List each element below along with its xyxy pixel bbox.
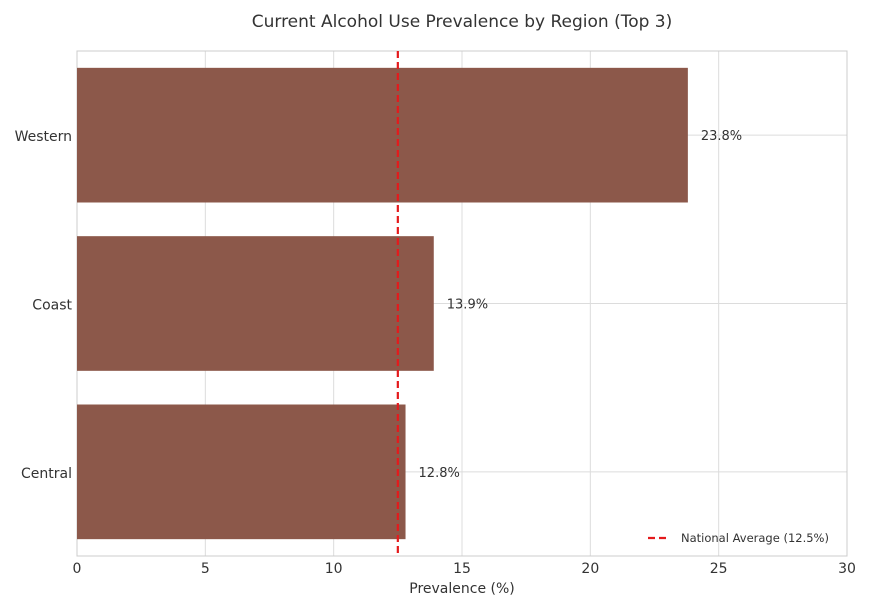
bar-central — [77, 404, 406, 540]
data-label-central: 12.8% — [419, 466, 460, 481]
data-label-western: 23.8% — [701, 129, 742, 144]
y-tick-label: Central — [21, 466, 72, 482]
x-tick-label: 5 — [201, 561, 210, 577]
legend-label: National Average (12.5%) — [681, 531, 829, 545]
bar-western — [77, 67, 688, 203]
x-tick-label: 20 — [581, 561, 599, 577]
y-tick-label: Coast — [32, 298, 72, 314]
x-tick-label: 0 — [73, 561, 82, 577]
y-tick-label: Western — [15, 129, 72, 145]
x-tick-label: 25 — [710, 561, 728, 577]
chart-title: Current Alcohol Use Prevalence by Region… — [252, 12, 673, 32]
x-tick-label: 30 — [838, 561, 856, 577]
x-axis-label: Prevalence (%) — [409, 581, 515, 597]
data-label-coast: 13.9% — [447, 298, 488, 313]
x-tick-label: 15 — [453, 561, 471, 577]
bar-coast — [77, 236, 434, 371]
x-tick-label: 10 — [325, 561, 343, 577]
